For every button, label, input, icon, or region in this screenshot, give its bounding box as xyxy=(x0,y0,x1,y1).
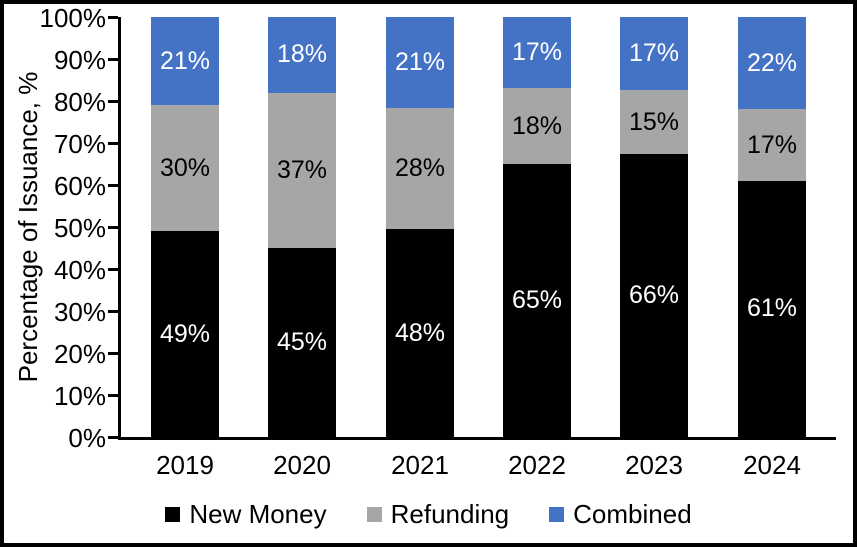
bar-segment-label: 37% xyxy=(276,155,328,184)
bar-segment: 17% xyxy=(738,109,806,181)
x-axis-tick-label: 2020 xyxy=(273,450,331,480)
bar-segment: 28% xyxy=(386,107,454,230)
bar-segment-label: 17% xyxy=(511,38,563,67)
y-axis-tick-label: 30% xyxy=(53,297,106,327)
bar-segment: 18% xyxy=(268,17,336,93)
bar-segment-label: 30% xyxy=(159,153,211,182)
y-axis-tick-label: 40% xyxy=(53,255,106,285)
bar-segment-label: 45% xyxy=(276,328,328,356)
y-axis-tick-mark xyxy=(108,268,118,271)
bar-segment-label: 21% xyxy=(159,46,211,75)
y-axis-tick-label: 70% xyxy=(53,129,106,159)
y-axis-tick-mark xyxy=(108,394,118,397)
y-axis-tick-label: 80% xyxy=(53,87,106,117)
bar-segment-label: 65% xyxy=(511,286,563,314)
bar-segment: 65% xyxy=(503,164,571,437)
legend-swatch-icon xyxy=(549,506,565,522)
bar-segment-label: 22% xyxy=(746,48,798,77)
stacked-bar-2024: 22% 17% 61% xyxy=(738,17,806,438)
y-axis-tick-mark xyxy=(108,352,118,355)
y-axis-tick-mark xyxy=(108,310,118,313)
legend-label: New Money xyxy=(189,499,327,529)
x-axis-tick-label: 2022 xyxy=(508,450,566,480)
y-axis-tick-mark xyxy=(108,58,118,61)
legend-label: Refunding xyxy=(390,499,510,529)
y-axis-tick-mark xyxy=(108,16,118,19)
y-axis-tick-label: 10% xyxy=(53,381,106,411)
y-axis-tick-label: 0% xyxy=(68,423,106,453)
y-axis-line xyxy=(118,17,121,440)
x-axis-tick-label: 2019 xyxy=(156,450,214,480)
bar-segment-label: 66% xyxy=(628,281,680,310)
legend-swatch-icon xyxy=(165,506,181,522)
legend-swatch-icon xyxy=(366,506,382,522)
legend-item: Combined xyxy=(549,499,692,529)
x-axis-tick-label: 2021 xyxy=(391,450,449,480)
bar-segment-label: 17% xyxy=(746,130,798,159)
legend: New Money Refunding Combined xyxy=(4,499,853,529)
stacked-bar-2021: 21% 28% 48% xyxy=(386,17,454,437)
bar-segment: 21% xyxy=(386,17,454,108)
x-axis-tick-label: 2024 xyxy=(743,450,801,480)
legend-item: New Money xyxy=(165,499,327,529)
bar-segment-label: 18% xyxy=(276,40,328,69)
y-axis-tick-mark xyxy=(108,184,118,187)
bar-segment: 22% xyxy=(738,17,806,110)
y-axis-tick-label: 100% xyxy=(39,3,107,33)
chart-canvas: Percentage of Issuance, % 0% 10% 20% 30% 40%… xyxy=(4,4,853,543)
bar-segment-label: 48% xyxy=(394,318,446,347)
y-axis-tick-mark xyxy=(108,142,118,145)
bar-segment: 49% xyxy=(151,231,219,437)
y-axis-tick-label: 60% xyxy=(53,171,106,201)
bar-segment-label: 49% xyxy=(159,319,211,348)
y-axis-tick-label: 90% xyxy=(53,45,106,75)
bar-segment: 30% xyxy=(151,105,219,232)
bar-segment: 17% xyxy=(503,17,571,89)
x-axis-tick-label: 2023 xyxy=(625,450,683,480)
bar-segment: 66% xyxy=(620,154,688,437)
legend-item: Refunding xyxy=(366,499,510,529)
legend-label: Combined xyxy=(573,499,692,529)
bar-segment: 17% xyxy=(620,17,688,90)
bar-segment: 18% xyxy=(503,88,571,164)
y-axis-tick-mark xyxy=(108,436,118,439)
y-axis-tick-label: 50% xyxy=(53,213,106,243)
stacked-bar-2022: 17% 18% 65% xyxy=(503,17,571,437)
bar-segment: 15% xyxy=(620,89,688,155)
bar-segment: 45% xyxy=(268,248,336,437)
y-axis-tick-mark xyxy=(108,226,118,229)
bar-segment: 37% xyxy=(268,92,336,248)
stacked-bar-2023: 17% 15% 66% xyxy=(620,17,688,437)
y-axis-tick-mark xyxy=(108,100,118,103)
bar-segment: 61% xyxy=(738,180,806,438)
bar-segment: 21% xyxy=(151,17,219,106)
stacked-bar-2020: 18% 37% 45% xyxy=(268,17,336,437)
bar-segment-label: 18% xyxy=(511,111,563,140)
stacked-bar-2019: 21% 30% 49% xyxy=(151,17,219,437)
bar-segment-label: 28% xyxy=(394,154,446,183)
bar-segment-label: 61% xyxy=(746,294,798,323)
bar-segment-label: 17% xyxy=(628,38,680,67)
bar-segment-label: 15% xyxy=(628,107,680,136)
bar-segment: 48% xyxy=(386,229,454,437)
y-axis-tick-label: 20% xyxy=(53,339,106,369)
x-axis-line xyxy=(118,437,836,440)
bar-segment-label: 21% xyxy=(394,47,446,76)
